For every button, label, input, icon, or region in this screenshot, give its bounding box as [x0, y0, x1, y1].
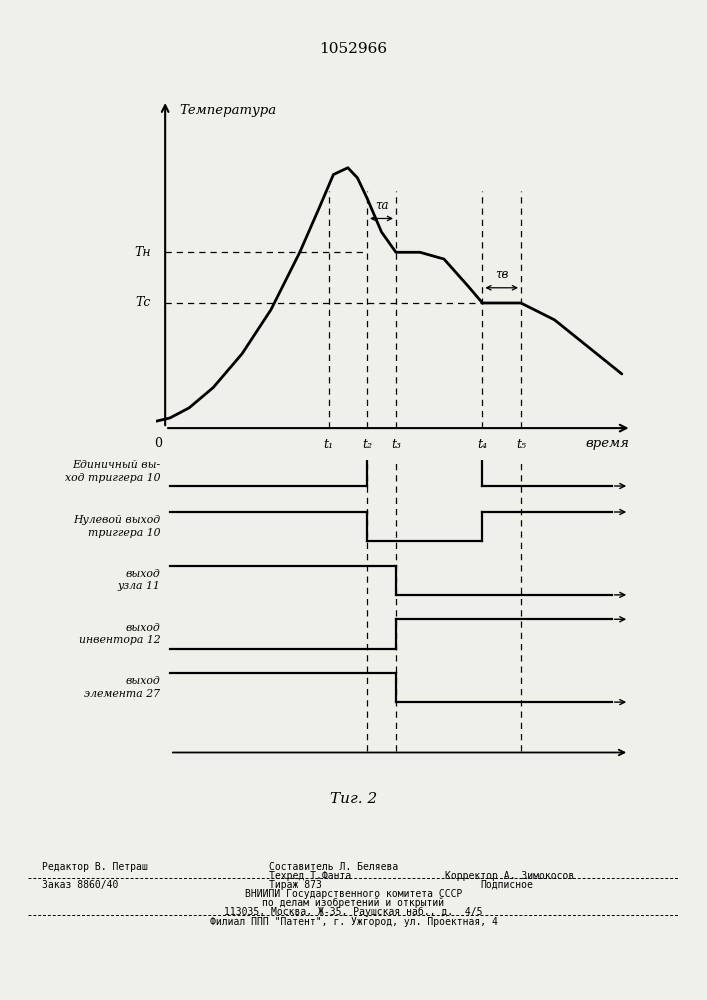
Text: 113035, Москва, Ж-35, Раушская наб., д.  4/5: 113035, Москва, Ж-35, Раушская наб., д. … — [224, 907, 483, 917]
Text: t₄: t₄ — [477, 438, 487, 451]
Text: Составитель Л. Беляева: Составитель Л. Беляева — [269, 862, 398, 872]
Text: Τиг. 2: Τиг. 2 — [330, 792, 377, 806]
Text: Заказ 8860/40: Заказ 8860/40 — [42, 880, 119, 890]
Text: время: время — [585, 437, 629, 450]
Text: Тираж 873: Тираж 873 — [269, 880, 322, 890]
Text: по делам изобретений и открытий: по делам изобретений и открытий — [262, 898, 445, 908]
Text: выход
инвентора 12: выход инвентора 12 — [78, 623, 160, 645]
Text: t₂: t₂ — [362, 438, 372, 451]
Text: τа: τа — [375, 199, 388, 212]
Text: 1052966: 1052966 — [320, 42, 387, 56]
Text: Редактор В. Петраш: Редактор В. Петраш — [42, 862, 148, 872]
Text: τв: τв — [495, 268, 508, 281]
Text: ВНИИПИ Государственного комитета СССР: ВНИИПИ Государственного комитета СССР — [245, 889, 462, 899]
Text: Tн: Tн — [134, 246, 151, 259]
Text: t₁: t₁ — [324, 438, 334, 451]
Text: Филиал ППП "Патент", г. Ужгород, ул. Проектная, 4: Филиал ППП "Патент", г. Ужгород, ул. Про… — [209, 917, 498, 927]
Text: Единичный вы-
ход триггера 10: Единичный вы- ход триггера 10 — [65, 460, 160, 483]
Text: выход
узла 11: выход узла 11 — [117, 569, 160, 591]
Text: Корректор А. Зимокосов: Корректор А. Зимокосов — [445, 871, 575, 881]
Text: выход
элемента 27: выход элемента 27 — [84, 676, 160, 699]
Text: t₅: t₅ — [516, 438, 526, 451]
Text: Техред Т.Фанта: Техред Т.Фанта — [269, 871, 351, 881]
Text: Tс: Tс — [135, 296, 151, 310]
Text: Нулевой выход
триггера 10: Нулевой выход триггера 10 — [74, 515, 160, 538]
Text: Температура: Температура — [180, 104, 276, 117]
Text: t₃: t₃ — [391, 438, 401, 451]
Text: Подписное: Подписное — [481, 880, 534, 890]
Text: 0: 0 — [154, 437, 162, 450]
